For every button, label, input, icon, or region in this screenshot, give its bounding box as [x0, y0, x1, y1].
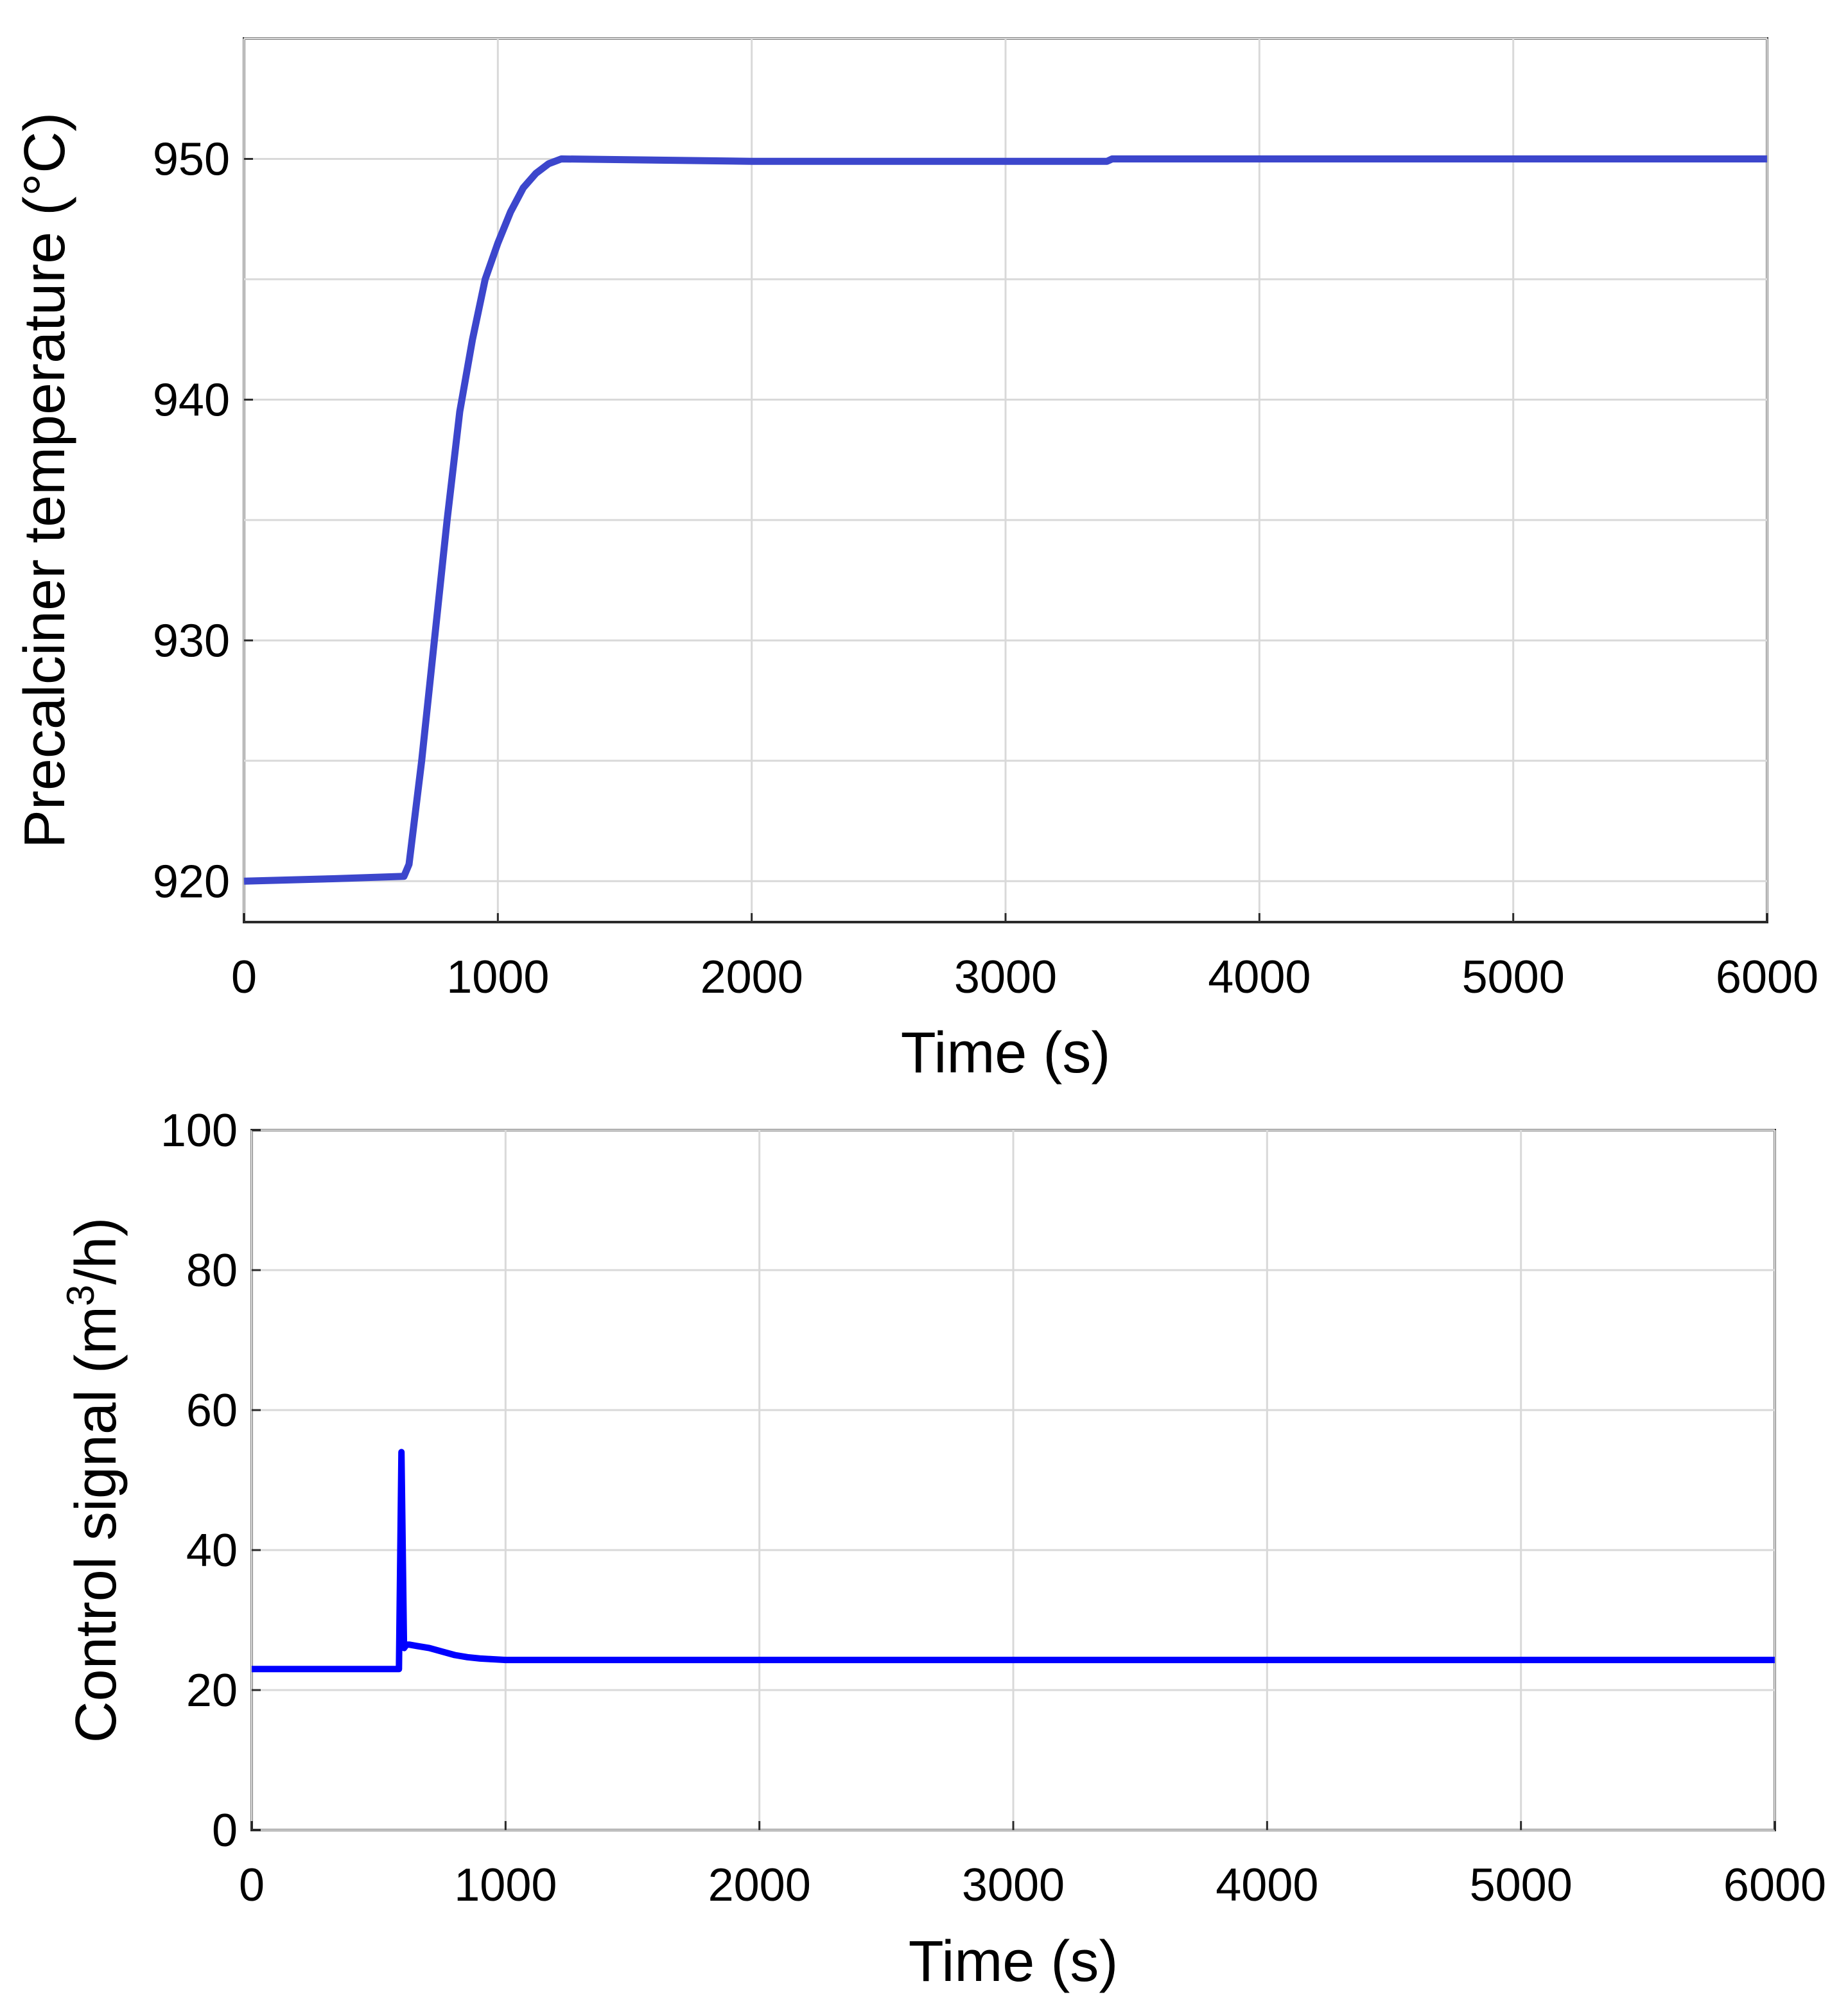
temperature-x-axis-title: Time (s) — [901, 1021, 1111, 1085]
temperature-x-tick-labels: 0 1000 2000 3000 4000 5000 6000 — [231, 913, 1818, 1003]
temperature-x-tick-label: 5000 — [1462, 952, 1565, 1003]
temperature-x-tick-label: 4000 — [1208, 952, 1311, 1003]
control-signal-y-tick-label: 0 — [212, 1805, 238, 1856]
control-signal-x-tick-label: 5000 — [1470, 1860, 1573, 1911]
temperature-y-tick-label: 930 — [153, 615, 230, 667]
temperature-series-group — [243, 155, 1767, 885]
control-signal-x-tick-label: 1000 — [454, 1860, 557, 1911]
control-signal-x-tick-label: 3000 — [962, 1860, 1065, 1911]
temperature-x-tick-label: 6000 — [1716, 952, 1818, 1003]
temperature-y-tick-label: 950 — [153, 134, 230, 185]
control-signal-x-tick-label: 2000 — [708, 1860, 811, 1911]
control-signal-y-tick-label: 100 — [161, 1105, 238, 1156]
control-signal-x-axis-title: Time (s) — [909, 1930, 1119, 1994]
control-signal-chart-panel: 0 1000 2000 3000 4000 5000 6000 0 20 40 60 80 100 T… — [59, 1105, 1826, 1994]
temperature-x-tick-label: 2000 — [701, 952, 803, 1003]
control-signal-chart-grid — [250, 1129, 1776, 1831]
temperature-x-tick-label: 1000 — [446, 952, 549, 1003]
temperature-series-line — [243, 155, 1767, 885]
temperature-y-tick-labels: 920 930 940 950 — [153, 134, 253, 907]
temperature-x-tick-label: 3000 — [954, 952, 1057, 1003]
temperature-y-tick-label: 940 — [153, 374, 230, 426]
control-signal-y-tick-label: 80 — [186, 1245, 238, 1296]
control-signal-y-tick-labels: 0 20 40 60 80 100 — [161, 1105, 261, 1856]
control-signal-y-tick-label: 60 — [186, 1385, 238, 1436]
control-signal-x-tick-label: 4000 — [1216, 1860, 1318, 1911]
control-signal-y-tick-label: 40 — [186, 1525, 238, 1576]
temperature-y-axis-title: Precalciner temperature (°C) — [13, 112, 77, 848]
control-signal-x-tick-label: 6000 — [1723, 1860, 1826, 1911]
temperature-y-tick-label: 920 — [153, 856, 230, 907]
control-signal-y-tick-label: 20 — [186, 1665, 238, 1716]
temperature-chart-panel: 0 1000 2000 3000 4000 5000 6000 920 930 940 950 T… — [13, 37, 1818, 1085]
control-signal-series-group — [252, 1449, 1775, 1673]
control-signal-y-axis-title: Control signal (m3/h) — [59, 1217, 128, 1743]
control-signal-x-tick-labels: 0 1000 2000 3000 4000 5000 6000 — [239, 1821, 1826, 1911]
temperature-x-tick-label: 0 — [231, 952, 257, 1003]
temperature-chart-grid — [243, 37, 1768, 922]
control-signal-x-tick-label: 0 — [239, 1860, 265, 1911]
control-signal-series-line — [252, 1449, 1775, 1673]
